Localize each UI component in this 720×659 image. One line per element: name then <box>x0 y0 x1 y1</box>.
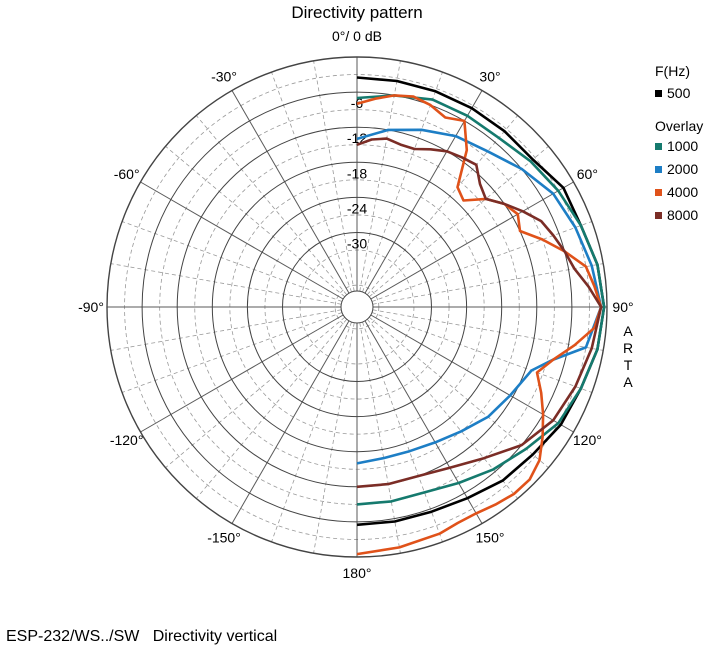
series-line-4000 <box>356 94 603 556</box>
grid-major-ring <box>106 56 608 558</box>
grid-minor-spoke <box>110 309 342 351</box>
legend-title: F(Hz) <box>655 63 690 79</box>
angle-label: 150° <box>476 529 505 545</box>
grid-minor-spoke <box>366 318 519 499</box>
grid-minor-spoke <box>110 263 342 305</box>
angle-label: -120° <box>110 432 144 448</box>
angle-label: -150° <box>207 529 241 545</box>
grid-minor-spoke <box>359 60 401 292</box>
legend-swatch-8000 <box>655 212 662 219</box>
footer-description: Directivity vertical <box>152 628 278 645</box>
grid-minor-spoke <box>313 60 355 292</box>
angle-label: -30° <box>211 69 237 85</box>
grid-minor-spoke <box>372 263 604 305</box>
grid-minor-spoke <box>271 321 352 543</box>
chart-title: Directivity pattern <box>291 3 422 22</box>
center-hole <box>340 290 374 324</box>
series-line-8000 <box>356 137 603 489</box>
grid-major-spoke <box>364 320 483 524</box>
grid-major-spoke <box>364 90 483 294</box>
grid-major-ring <box>211 161 503 453</box>
legend-label-8000: 8000 <box>667 207 698 223</box>
grid-minor-spoke <box>362 71 443 293</box>
arta-letter: R <box>623 340 633 356</box>
grid-minor-spoke <box>271 71 352 293</box>
legend-swatch-1000 <box>655 143 662 150</box>
legend-swatch-2000 <box>655 166 662 173</box>
arta-letter: A <box>623 323 633 339</box>
angle-label: 90° <box>612 299 633 315</box>
grid-minor-spoke <box>366 115 519 296</box>
grid-minor-spoke <box>195 115 348 296</box>
angle-label: 120° <box>573 432 602 448</box>
footer-caption: ESP-232/WS../SW Directivity vertical <box>6 628 277 646</box>
grid-major-spoke <box>370 314 574 433</box>
legend: F(Hz) Overlay 500 1000 2000 4000 8000 <box>655 63 703 223</box>
footer-model: ESP-232/WS../SW <box>6 628 140 645</box>
grid-minor-spoke <box>121 221 343 302</box>
grid-minor-spoke <box>371 221 593 302</box>
grid-major-spoke <box>140 181 344 300</box>
angle-label: 30° <box>479 69 500 85</box>
legend-label-4000: 4000 <box>667 184 698 200</box>
angle-label: 0°/ 0 dB <box>332 28 382 44</box>
legend-swatch-4000 <box>655 189 662 196</box>
grid-major-spoke <box>140 314 344 433</box>
grid-minor-spoke <box>359 322 401 554</box>
series-line-1000 <box>356 94 606 506</box>
legend-label-1000: 1000 <box>667 138 698 154</box>
arta-letter: T <box>624 357 633 373</box>
radial-label: -18 <box>347 165 367 181</box>
legend-overlay-label: Overlay <box>655 118 703 134</box>
grid-major-ring <box>246 196 468 418</box>
grid-major-spoke <box>231 90 350 294</box>
grid-minor-spoke <box>362 321 443 543</box>
grid-minor-spoke <box>372 309 604 351</box>
arta-letter: A <box>623 374 633 390</box>
legend-label-2000: 2000 <box>667 161 698 177</box>
grid-minor-spoke <box>371 312 593 393</box>
angle-labels: 0°/ 0 dB 30° 60° 90° 120° 150° 180° -150° -120° -… <box>78 28 634 581</box>
grid-minor-spoke <box>121 312 343 393</box>
radial-label: -24 <box>347 200 367 216</box>
angle-label: -90° <box>78 299 104 315</box>
series-lines <box>356 76 606 556</box>
legend-label-500: 500 <box>667 85 691 101</box>
angle-label: 180° <box>343 565 372 581</box>
legend-swatch-500 <box>655 90 662 97</box>
angle-label: 60° <box>577 166 598 182</box>
grid-major-spoke <box>231 320 350 524</box>
grid-major-ring <box>282 232 432 382</box>
grid-minor-spoke <box>368 316 549 469</box>
grid-minor-spoke <box>368 145 549 298</box>
grid-minor-spoke <box>313 322 355 554</box>
grid-major-ring <box>141 91 573 523</box>
radial-label: -30 <box>347 236 367 252</box>
grid-minor-spoke <box>165 145 346 298</box>
grid-major-spoke <box>370 181 574 300</box>
grid-minor-spoke <box>165 316 346 469</box>
series-line-500 <box>356 76 606 527</box>
angle-label: -60° <box>114 166 140 182</box>
grid-minor-spoke <box>195 318 348 499</box>
polar-chart: Directivity pattern 0°/ 0 dB 30° 60° 90° 120… <box>78 3 703 581</box>
